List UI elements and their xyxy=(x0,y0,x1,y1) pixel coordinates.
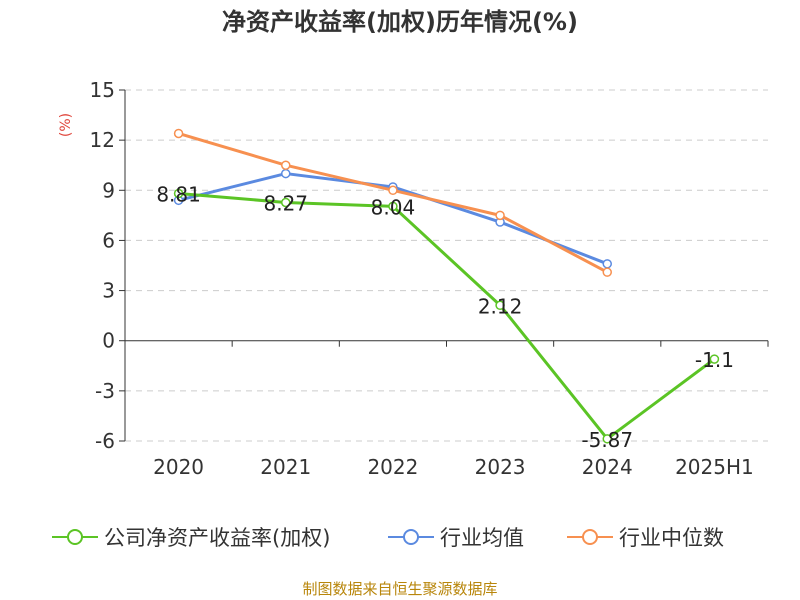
data-point xyxy=(281,168,291,179)
x-tick-label: 2022 xyxy=(367,455,418,479)
data-point xyxy=(173,188,184,199)
legend-line-circle-icon xyxy=(388,529,434,545)
chart-title: 净资产收益率(加权)历年情况(%) xyxy=(222,8,578,36)
data-labels: 8.81 8.27 8.04 2.12 -5.87 -1.1 xyxy=(156,182,734,451)
data-point xyxy=(709,354,720,364)
legend-item-industry-mean[interactable]: 行业均值 xyxy=(388,522,524,552)
x-tick-label: 2024 xyxy=(582,455,633,479)
data-point xyxy=(602,434,612,444)
y-tick-label: -6 xyxy=(95,429,115,453)
legend-label-company: 公司净资产收益率(加权) xyxy=(104,526,331,550)
axes: 15 12 9 6 3 0 -3 -6 2020 2021 2022 2023 2024 2025H1 xyxy=(90,78,769,479)
legend-item-company[interactable]: 公司净资产收益率(加权) xyxy=(52,522,330,552)
y-tick-label: 9 xyxy=(102,178,115,202)
y-tick-label: 6 xyxy=(102,228,115,252)
data-point xyxy=(281,160,291,170)
legend-line-circle-icon xyxy=(52,529,98,545)
x-tick-label: 2021 xyxy=(260,455,311,479)
legend-item-industry-median[interactable]: 行业中位数 xyxy=(567,522,724,552)
data-point xyxy=(388,201,398,212)
data-point xyxy=(495,210,505,221)
source-note: 制图数据来自恒生聚源数据库 xyxy=(302,580,498,598)
data-label: 8.04 xyxy=(371,195,416,219)
legend-label-industry-mean: 行业均值 xyxy=(440,526,524,550)
series-line xyxy=(178,191,716,441)
x-tick-label: 2023 xyxy=(475,455,526,479)
y-tick-label: -3 xyxy=(95,379,115,403)
x-tick-label: 2025H1 xyxy=(675,455,754,479)
data-point xyxy=(495,300,505,311)
data-point xyxy=(173,128,184,139)
legend-label-industry-median: 行业中位数 xyxy=(619,526,724,550)
y-tick-label: 15 xyxy=(90,78,115,102)
legend-line-circle-icon xyxy=(567,529,613,545)
y-tick-label: 12 xyxy=(90,128,115,152)
data-label: 2.12 xyxy=(478,294,523,318)
y-tick-label: 3 xyxy=(102,279,115,303)
series xyxy=(173,128,720,444)
grid-lines xyxy=(125,89,768,442)
data-point xyxy=(281,197,291,208)
data-label: -1.1 xyxy=(695,348,734,372)
data-point xyxy=(602,267,612,277)
data-point xyxy=(602,259,612,269)
x-tick-label: 2020 xyxy=(153,455,204,479)
data-point xyxy=(388,185,398,196)
data-label: 8.81 xyxy=(156,182,201,206)
y-tick-label: 0 xyxy=(102,329,115,353)
data-label: -5.87 xyxy=(581,428,633,452)
y-axis-label: (%) xyxy=(58,113,74,137)
data-label: 8.27 xyxy=(263,191,308,215)
